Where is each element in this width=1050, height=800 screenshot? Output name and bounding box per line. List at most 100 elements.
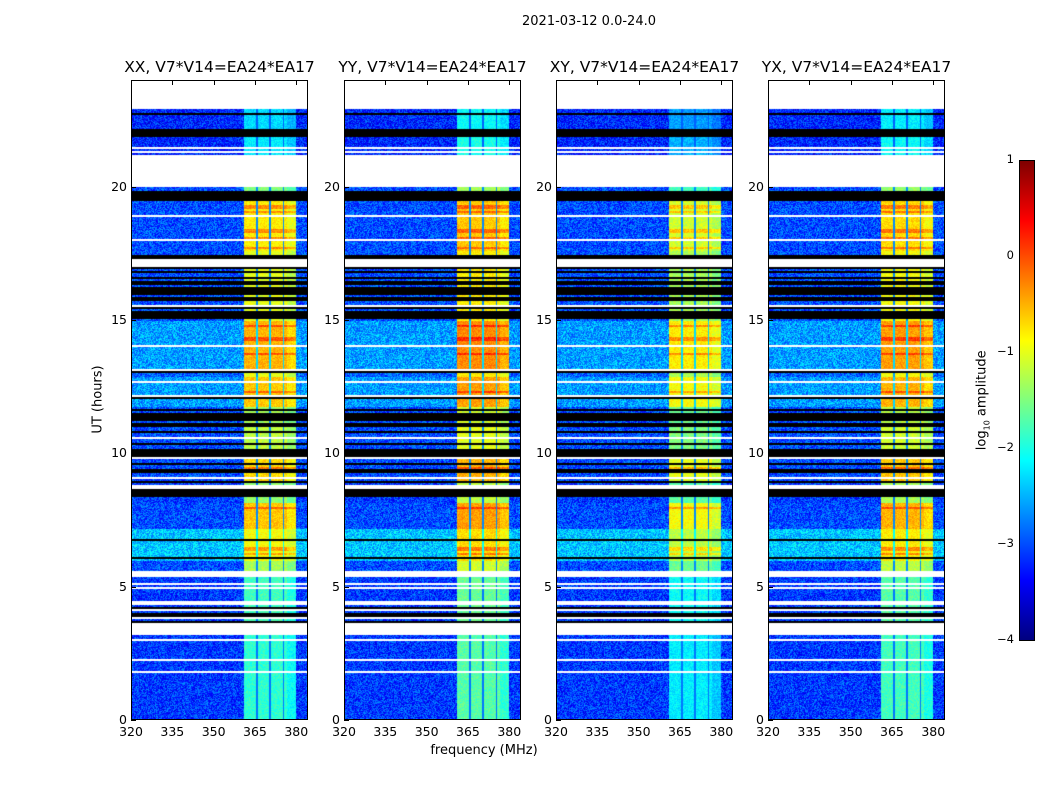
x-tick-label: 380 xyxy=(284,724,309,739)
y-tick-label: 15 xyxy=(324,312,340,327)
x-tick-mark xyxy=(679,80,681,85)
y-tick-label: 0 xyxy=(544,712,552,727)
x-tick-mark xyxy=(344,80,345,85)
x-tick-label: 335 xyxy=(585,724,610,739)
x-tick-mark xyxy=(933,80,935,85)
colorbar-tick-label: −4 xyxy=(997,632,1014,646)
x-tick-mark xyxy=(850,80,852,85)
y-tick-mark xyxy=(131,720,136,721)
x-tick-label: 380 xyxy=(497,724,522,739)
y-tick-mark xyxy=(131,586,136,588)
x-tick-mark xyxy=(768,80,769,85)
y-tick-mark xyxy=(556,453,561,455)
y-tick-label: 5 xyxy=(544,578,552,594)
x-tick-mark xyxy=(213,80,215,85)
y-tick-label: 20 xyxy=(324,178,340,194)
x-tick-label: 335 xyxy=(797,724,822,739)
x-tick-label: 320 xyxy=(756,724,780,739)
y-tick-label: 10 xyxy=(748,445,764,461)
panel-title: YY, V7*V14=EA24*EA17 xyxy=(338,58,527,76)
x-tick-mark xyxy=(467,80,469,85)
x-tick-mark xyxy=(509,80,511,85)
x-tick-label: 335 xyxy=(160,724,185,739)
x-tick-mark xyxy=(131,80,132,85)
x-axis-label: frequency (MHz) xyxy=(430,743,538,758)
y-tick-mark xyxy=(768,320,773,321)
y-tick-mark xyxy=(768,586,773,588)
y-tick-mark xyxy=(344,453,349,455)
spectrogram-panel-yy xyxy=(344,80,521,720)
y-tick-mark xyxy=(131,453,136,455)
heatmap-canvas xyxy=(557,81,732,719)
y-tick-mark xyxy=(556,586,561,588)
colorbar-tick-label: −3 xyxy=(997,536,1014,550)
y-tick-label: 10 xyxy=(111,445,127,461)
y-tick-label: 20 xyxy=(748,178,764,194)
panel-title: XY, V7*V14=EA24*EA17 xyxy=(549,58,740,76)
x-tick-label: 350 xyxy=(626,724,651,739)
x-tick-label: 320 xyxy=(544,724,568,739)
heatmap-canvas xyxy=(769,81,944,719)
colorbar-label: log10 amplitude xyxy=(974,350,992,451)
y-tick-label: 5 xyxy=(332,578,340,594)
x-tick-label: 365 xyxy=(668,724,692,739)
x-tick-mark xyxy=(172,80,174,85)
y-axis-label: UT (hours) xyxy=(90,365,106,434)
x-tick-label: 320 xyxy=(332,724,356,739)
colorbar-tick-label: 1 xyxy=(1006,152,1014,166)
y-tick-mark xyxy=(344,720,349,721)
y-tick-label: 20 xyxy=(111,178,127,194)
x-tick-label: 350 xyxy=(838,724,863,739)
x-tick-mark xyxy=(891,80,893,85)
x-tick-label: 350 xyxy=(201,724,226,739)
y-tick-mark xyxy=(768,720,773,721)
x-tick-mark xyxy=(809,80,811,85)
colorbar-tick-label: 0 xyxy=(1006,248,1014,262)
x-tick-label: 380 xyxy=(709,724,734,739)
y-tick-mark xyxy=(131,320,136,321)
x-tick-mark xyxy=(296,80,298,85)
y-tick-label: 20 xyxy=(536,178,552,194)
y-tick-label: 15 xyxy=(748,312,764,327)
y-tick-label: 0 xyxy=(119,712,127,727)
x-tick-label: 320 xyxy=(119,724,143,739)
x-tick-mark xyxy=(638,80,640,85)
colorbar-tick-label: −2 xyxy=(997,440,1014,454)
y-tick-label: 15 xyxy=(536,312,552,327)
x-tick-mark xyxy=(254,80,256,85)
y-tick-mark xyxy=(768,186,773,188)
y-tick-label: 0 xyxy=(756,712,764,727)
x-tick-label: 365 xyxy=(456,724,480,739)
y-tick-label: 10 xyxy=(324,445,340,461)
x-tick-mark xyxy=(721,80,723,85)
y-tick-mark xyxy=(556,320,561,321)
x-tick-mark xyxy=(597,80,599,85)
x-tick-mark xyxy=(556,80,557,85)
y-tick-label: 5 xyxy=(119,578,127,594)
x-tick-label: 365 xyxy=(880,724,904,739)
x-tick-label: 350 xyxy=(414,724,439,739)
y-tick-mark xyxy=(344,186,349,188)
y-tick-mark xyxy=(768,453,773,455)
colorbar xyxy=(1019,160,1035,641)
x-tick-mark xyxy=(426,80,428,85)
spectrogram-panel-xx xyxy=(131,80,308,720)
spectrogram-panel-yx xyxy=(768,80,945,720)
colorbar-tick-label: −1 xyxy=(997,344,1014,358)
y-tick-mark xyxy=(556,720,561,721)
figure-title: 2021-03-12 0.0-24.0 xyxy=(522,14,656,29)
panel-title: XX, V7*V14=EA24*EA17 xyxy=(124,58,315,76)
heatmap-canvas xyxy=(345,81,520,719)
x-tick-label: 365 xyxy=(243,724,267,739)
x-tick-label: 335 xyxy=(373,724,398,739)
y-tick-label: 10 xyxy=(536,445,552,461)
y-tick-label: 5 xyxy=(756,578,764,594)
y-tick-mark xyxy=(344,586,349,588)
y-tick-mark xyxy=(556,186,561,188)
y-tick-label: 0 xyxy=(332,712,340,727)
x-tick-label: 380 xyxy=(921,724,946,739)
spectrogram-panel-xy xyxy=(556,80,733,720)
x-tick-mark xyxy=(385,80,387,85)
heatmap-canvas xyxy=(132,81,307,719)
y-tick-mark xyxy=(344,320,349,321)
